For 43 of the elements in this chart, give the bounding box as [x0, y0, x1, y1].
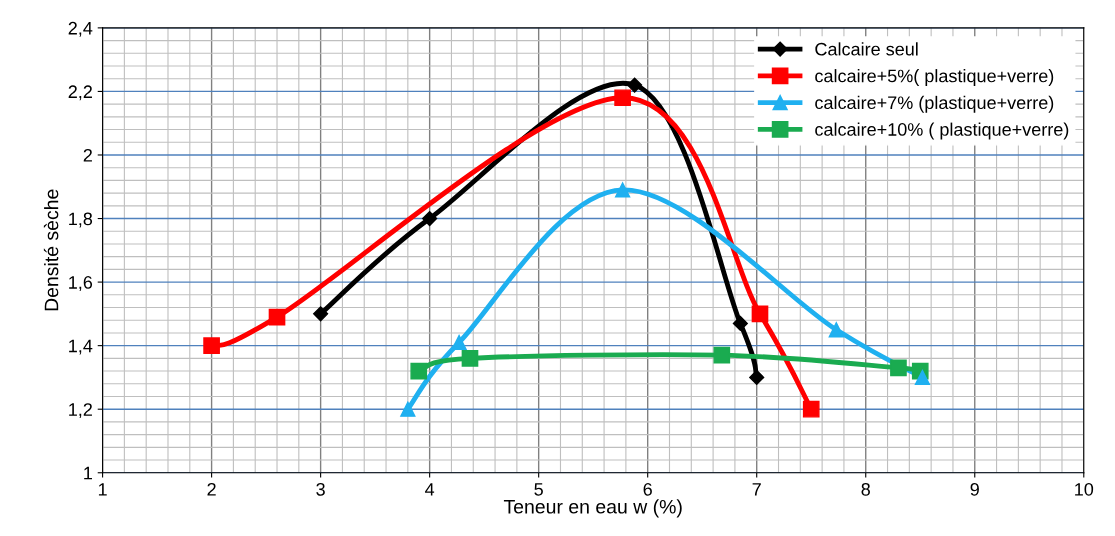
y-tick-label: 1,2: [69, 403, 92, 419]
x-tick-label: 1: [98, 483, 107, 496]
point: [461, 350, 479, 367]
legend-label: calcaire+7% (plastique+verre): [815, 95, 1054, 113]
legend-label: calcaire+5%( plastique+verre): [815, 69, 1054, 86]
legend-label: calcaire+10% ( plastique+verre): [815, 122, 1069, 140]
point: [751, 305, 769, 323]
point: [400, 401, 416, 417]
point: [422, 210, 438, 227]
point: [313, 306, 329, 322]
x-axis-title: Teneur en eau w (%): [503, 499, 682, 518]
y-tick-label: 2,4: [68, 21, 93, 37]
y-tick-label: 1: [84, 466, 92, 480]
legend-label: Calcaire seul: [815, 42, 918, 56]
point: [914, 369, 931, 386]
x-tick-label: 2: [207, 482, 216, 496]
y-tick-label: 2,2: [68, 85, 92, 101]
x-tick-label: 3: [316, 482, 325, 496]
y-tick-label: 1,4: [69, 339, 93, 355]
point: [802, 400, 820, 418]
point: [410, 362, 428, 380]
x-tick-label: 6: [643, 482, 652, 496]
x-tick-label: 5: [534, 483, 543, 496]
x-tick-label: 8: [861, 482, 870, 496]
y-axis-title: Densité sèche: [43, 189, 59, 311]
point: [614, 182, 631, 198]
x-tick-label: 10: [1075, 482, 1094, 496]
point: [749, 369, 765, 385]
point: [713, 346, 731, 364]
point: [203, 337, 220, 354]
y-tick-label: 2: [83, 148, 92, 162]
point: [614, 89, 631, 107]
point: [268, 308, 286, 326]
y-tick-label: 1,8: [69, 212, 93, 228]
point: [627, 77, 643, 93]
x-tick-label: 4: [425, 483, 435, 496]
x-tick-label: 9: [970, 482, 979, 496]
y-tick-label: 1,6: [69, 276, 93, 291]
point: [451, 334, 467, 351]
point: [828, 322, 844, 338]
x-tick-label: 7: [752, 483, 761, 496]
point: [732, 315, 748, 331]
point: [890, 359, 907, 377]
